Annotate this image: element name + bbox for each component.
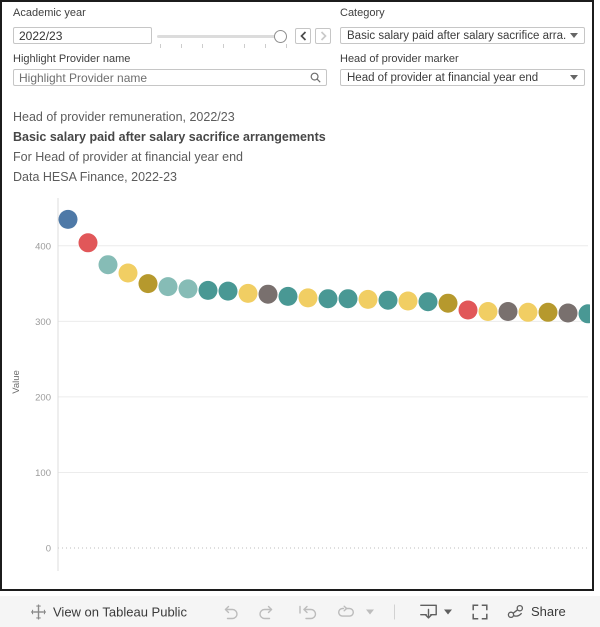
- refresh-icon: [338, 605, 354, 617]
- category-selected-value: Basic salary paid after salary sacrifice…: [347, 29, 566, 42]
- share-icon: [507, 604, 524, 618]
- highlight-provider-input[interactable]: [14, 70, 310, 85]
- y-axis-tick-label: 400: [35, 241, 51, 252]
- head-marker-selected-value: Head of provider at financial year end: [347, 71, 539, 84]
- download-button[interactable]: [419, 603, 438, 620]
- provider-mark[interactable]: [458, 300, 478, 320]
- highlight-provider-label: Highlight Provider name: [13, 53, 131, 65]
- head-marker-select[interactable]: Head of provider at financial year end: [340, 69, 585, 86]
- scatter-chart: 0 100 200 300 400 Value: [11, 198, 591, 571]
- chevron-down-icon: [570, 33, 578, 38]
- search-icon: [310, 72, 321, 83]
- academic-year-slider-track[interactable]: [157, 35, 287, 38]
- tableau-viz: Academic year Category Basic salary paid…: [0, 0, 594, 591]
- fullscreen-icon: [472, 603, 488, 620]
- slider-tick: [265, 44, 266, 48]
- slider-tick: [244, 44, 245, 48]
- category-label: Category: [340, 7, 385, 19]
- chevron-right-icon: [320, 31, 327, 41]
- provider-mark[interactable]: [258, 284, 278, 304]
- provider-mark[interactable]: [118, 263, 138, 283]
- provider-mark[interactable]: [178, 279, 198, 299]
- slider-tick: [286, 44, 287, 48]
- chevron-down-icon: [366, 609, 374, 614]
- chart-title-line3: For Head of provider at financial year e…: [13, 150, 243, 164]
- tableau-toolbar: View on Tableau Public: [0, 596, 600, 627]
- academic-year-label: Academic year: [13, 7, 86, 19]
- chart-title-line2: Basic salary paid after salary sacrifice…: [13, 130, 326, 144]
- redo-icon: [259, 605, 273, 619]
- redo-button[interactable]: [258, 604, 276, 620]
- view-on-tableau-public-button[interactable]: View on Tableau Public: [31, 604, 187, 619]
- provider-mark[interactable]: [98, 255, 118, 275]
- view-on-tableau-label: View on Tableau Public: [53, 604, 187, 619]
- y-axis-title: Value: [11, 370, 22, 394]
- y-axis-tick-label: 200: [35, 392, 51, 403]
- slider-next-button[interactable]: [315, 28, 331, 44]
- highlight-provider-search: [13, 69, 327, 86]
- provider-mark[interactable]: [238, 283, 258, 303]
- provider-mark[interactable]: [538, 302, 558, 322]
- chart-title-line4: Data HESA Finance, 2022-23: [13, 170, 177, 184]
- slider-tick: [181, 44, 182, 48]
- provider-mark[interactable]: [278, 286, 298, 306]
- y-axis-tick-label: 100: [35, 468, 51, 479]
- academic-year-input[interactable]: [13, 27, 152, 44]
- category-select[interactable]: Basic salary paid after salary sacrifice…: [340, 27, 585, 44]
- provider-mark[interactable]: [198, 280, 218, 300]
- fullscreen-button[interactable]: [472, 603, 488, 620]
- share-button[interactable]: Share: [507, 604, 566, 620]
- provider-mark[interactable]: [78, 233, 98, 253]
- y-axis-tick-label: 300: [35, 317, 51, 328]
- refresh-button[interactable]: [337, 604, 355, 620]
- provider-mark[interactable]: [438, 293, 458, 313]
- provider-mark[interactable]: [138, 274, 158, 294]
- y-axis-tick-label: 0: [46, 544, 51, 555]
- chevron-left-icon: [299, 31, 306, 41]
- download-icon: [420, 604, 437, 619]
- head-marker-label: Head of provider marker: [340, 53, 459, 65]
- provider-mark[interactable]: [318, 289, 338, 309]
- revert-button[interactable]: [298, 604, 317, 620]
- revert-icon: [299, 605, 317, 619]
- chevron-down-icon: [570, 75, 578, 80]
- chart-title-line1: Head of provider remuneration, 2022/23: [13, 110, 235, 124]
- pause-menu-button[interactable]: [366, 609, 374, 614]
- toolbar-divider: [394, 604, 395, 619]
- provider-mark[interactable]: [58, 209, 78, 229]
- provider-mark[interactable]: [418, 292, 438, 312]
- tableau-logo-icon: [31, 604, 46, 619]
- slider-tick-marks: [160, 44, 290, 49]
- provider-mark[interactable]: [378, 290, 398, 310]
- provider-mark[interactable]: [478, 302, 498, 321]
- slider-tick: [160, 44, 161, 48]
- undo-icon: [224, 605, 238, 619]
- academic-year-slider-knob[interactable]: [274, 30, 287, 43]
- provider-mark[interactable]: [358, 289, 378, 309]
- slider-prev-button[interactable]: [295, 28, 311, 44]
- provider-mark[interactable]: [398, 291, 418, 311]
- provider-mark[interactable]: [298, 288, 318, 308]
- slider-tick: [223, 44, 224, 48]
- slider-tick: [202, 44, 203, 48]
- provider-mark[interactable]: [578, 304, 591, 324]
- undo-button[interactable]: [221, 604, 239, 620]
- provider-mark[interactable]: [218, 281, 238, 301]
- share-label: Share: [531, 604, 566, 619]
- chevron-down-icon: [444, 609, 452, 614]
- provider-mark[interactable]: [338, 289, 358, 309]
- download-menu-button[interactable]: [444, 609, 452, 614]
- provider-mark[interactable]: [158, 277, 178, 297]
- provider-mark[interactable]: [498, 302, 518, 321]
- provider-mark[interactable]: [558, 303, 578, 323]
- provider-mark[interactable]: [518, 302, 538, 322]
- chart-title-block: Head of provider remuneration, 2022/23 B…: [13, 107, 326, 187]
